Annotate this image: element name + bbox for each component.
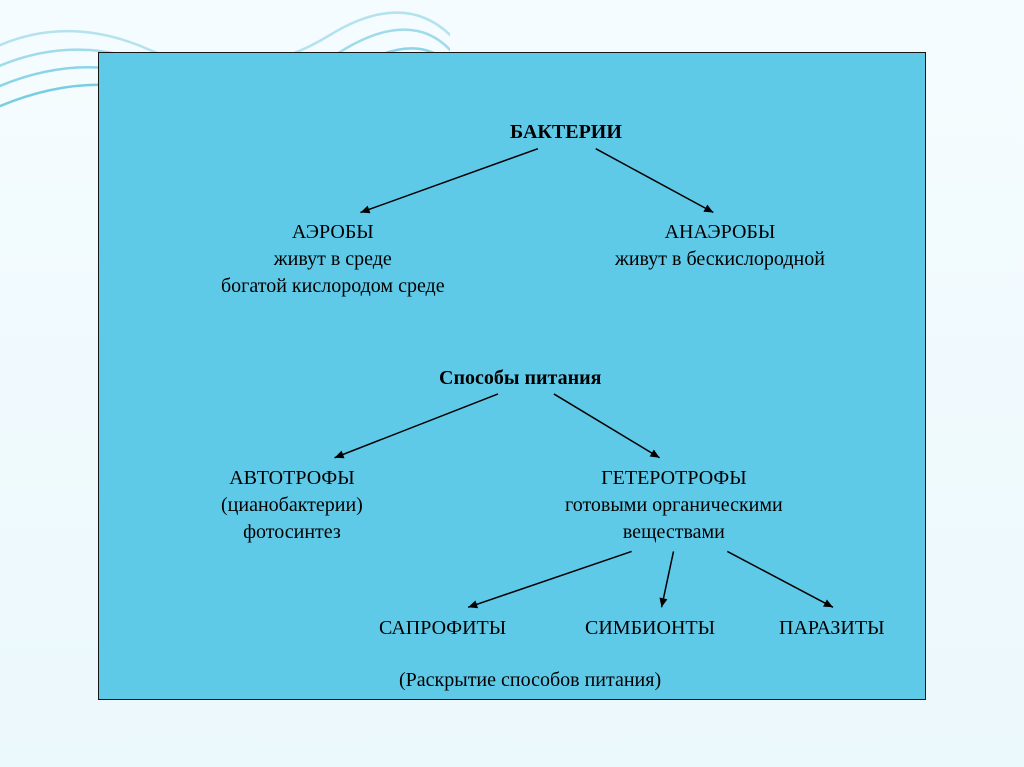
node-subtext: готовыми органическими [565,492,783,519]
footer-text: (Раскрытие способов питания) [399,669,661,691]
node-saprophytes: САПРОФИТЫ [379,615,506,642]
node-title: САПРОФИТЫ [379,615,506,642]
node-parasites: ПАРАЗИТЫ [779,615,885,642]
node-subtext: (цианобактерии) [221,492,363,519]
diagram-panel: БАКТЕРИИ АЭРОБЫ живут в среде богатой ки… [98,52,926,700]
node-bacteria: БАКТЕРИИ [510,119,622,146]
node-symbionts: СИМБИОНТЫ [585,615,715,642]
node-aerobes: АЭРОБЫ живут в среде богатой кислородом … [221,219,445,300]
node-subtext: фотосинтез [221,519,363,546]
node-subtext: богатой кислородом среде [221,273,445,300]
node-title: БАКТЕРИИ [510,119,622,146]
node-title: СИМБИОНТЫ [585,615,715,642]
node-subtext: живут в среде [221,246,445,273]
footer-note: (Раскрытие способов питания) [399,669,661,692]
node-anaerobes: АНАЭРОБЫ живут в бескислородной [615,219,825,273]
node-title: АВТОТРОФЫ [221,465,363,492]
node-title: АНАЭРОБЫ [615,219,825,246]
node-nutrition-methods: Способы питания [439,365,601,392]
node-subtext: веществами [565,519,783,546]
node-heterotrophs: ГЕТЕРОТРОФЫ готовыми органическими вещес… [565,465,783,546]
node-title: Способы питания [439,365,601,392]
node-title: ПАРАЗИТЫ [779,615,885,642]
node-title: ГЕТЕРОТРОФЫ [565,465,783,492]
node-subtext: живут в бескислородной [615,246,825,273]
node-autotrophs: АВТОТРОФЫ (цианобактерии) фотосинтез [221,465,363,546]
node-title: АЭРОБЫ [221,219,445,246]
